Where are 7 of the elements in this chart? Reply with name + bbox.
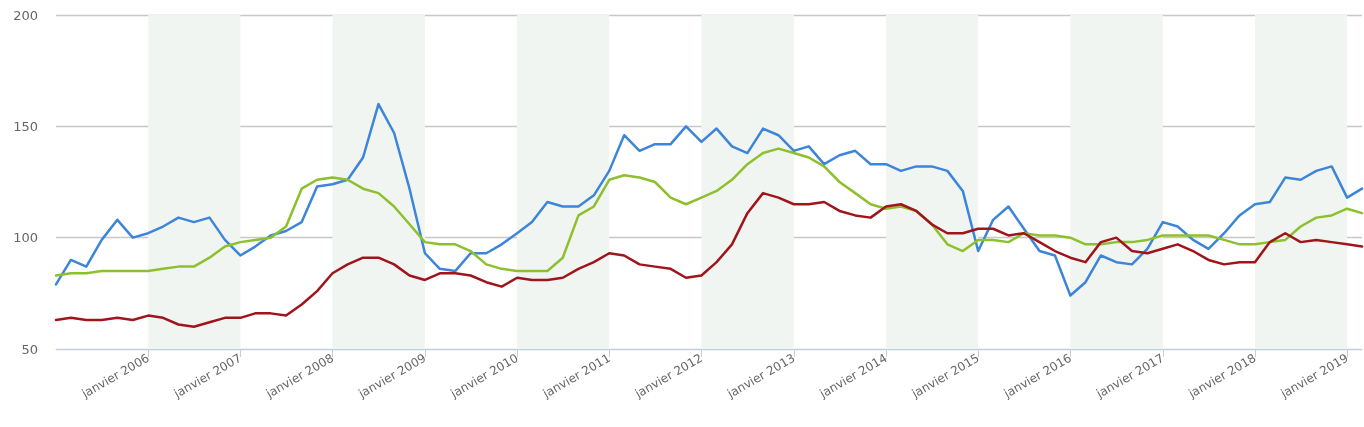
y-tick-label: 200 [13, 7, 38, 23]
line-series [54, 102, 1364, 297]
y-tick-label: 50 [21, 341, 38, 357]
line-series [54, 191, 1364, 328]
y-tick-label: 150 [13, 118, 38, 134]
line-series [54, 147, 1364, 277]
y-tick-label: 100 [13, 230, 38, 246]
